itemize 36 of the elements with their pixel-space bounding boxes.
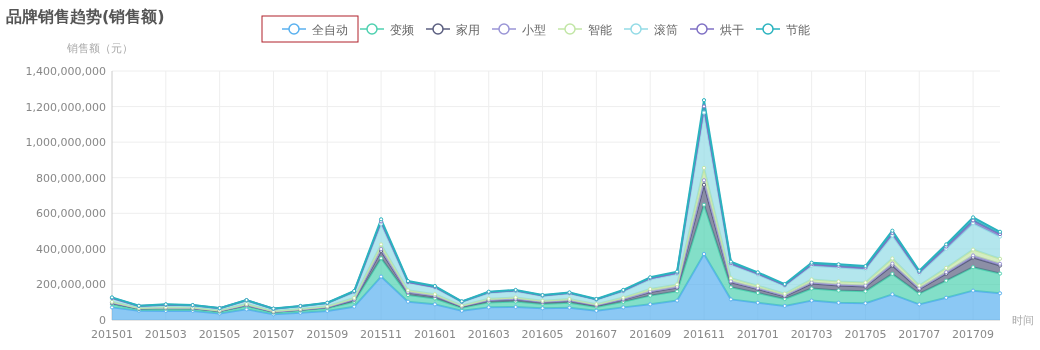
x-tick-label: 201601 xyxy=(413,328,456,341)
y-tick-label: 1,200,000,000 xyxy=(25,100,106,114)
x-tick-label: 201507 xyxy=(252,328,295,341)
legend-label: 家用 xyxy=(456,22,480,37)
x-tick-label: 201609 xyxy=(629,328,672,341)
x-tick-label: 201511 xyxy=(360,328,403,341)
y-tick-label: 200,000,000 xyxy=(36,278,106,292)
x-tick-label: 201703 xyxy=(790,328,833,341)
x-tick-label: 201505 xyxy=(198,328,241,341)
x-axis-title: 时间 xyxy=(1012,314,1034,327)
y-tick-label: 1,000,000,000 xyxy=(25,136,106,150)
x-tick-label: 201501 xyxy=(91,328,133,341)
legend-label: 节能 xyxy=(786,22,810,37)
x-tick-label: 201701 xyxy=(736,328,779,341)
y-tick-label: 800,000,000 xyxy=(36,171,106,185)
x-tick-label: 201611 xyxy=(683,328,725,341)
y-tick-label: 0 xyxy=(99,314,106,327)
legend-label: 滚筒 xyxy=(654,22,678,37)
x-tick-label: 201509 xyxy=(306,328,349,341)
y-axis-title: 销售额（元） xyxy=(66,42,133,55)
legend-label: 变频 xyxy=(390,22,414,37)
x-tick-label: 201607 xyxy=(575,328,618,341)
y-tick-label: 400,000,000 xyxy=(36,242,106,256)
legend-label: 小型 xyxy=(522,22,546,37)
legend-label: 烘干 xyxy=(720,22,744,37)
x-tick-label: 201503 xyxy=(144,328,187,341)
legend-label: 全自动 xyxy=(312,22,348,37)
chart-title: 品牌销售趋势(销售额) xyxy=(6,7,165,26)
x-tick-label: 201605 xyxy=(521,328,564,341)
x-tick-label: 201709 xyxy=(952,328,995,341)
x-tick-label: 201705 xyxy=(844,328,887,341)
y-tick-label: 1,400,000,000 xyxy=(25,65,106,78)
x-tick-label: 201707 xyxy=(898,328,941,341)
y-tick-label: 600,000,000 xyxy=(36,207,106,221)
legend-label: 智能 xyxy=(588,22,612,37)
x-tick-label: 201603 xyxy=(467,328,510,341)
